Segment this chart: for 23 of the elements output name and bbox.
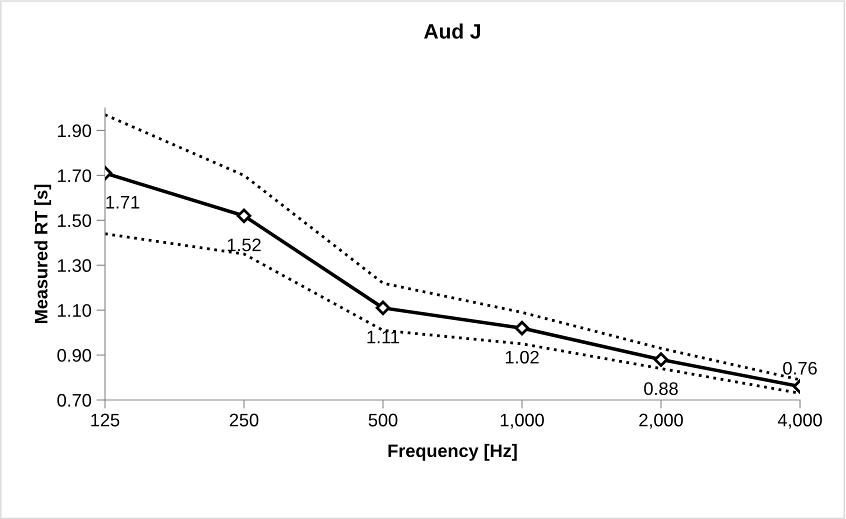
y-tick-label: 0.70 (57, 394, 92, 407)
x-axis-title: Frequency [Hz] (388, 444, 517, 461)
data-label: 1.52 (228, 238, 261, 252)
x-tick-label: 2,000 (639, 414, 683, 429)
data-label: 1.71 (106, 196, 140, 208)
data-label: 0.88 (644, 382, 678, 396)
y-tick-label: 1.30 (58, 259, 92, 272)
x-tick-label: 125 (91, 414, 120, 426)
point (514, 320, 530, 336)
y-tick-label: 1.90 (58, 124, 92, 138)
y-tick-label: 0.90 (57, 349, 92, 362)
data-label: 0.76 (783, 362, 817, 375)
x-tick-label: 4,000 (778, 414, 822, 429)
y-tick-label: 1.10 (58, 304, 92, 317)
point (376, 300, 390, 316)
chart-title: Aud J (424, 23, 480, 39)
y-tick-label: 1.70 (58, 169, 92, 182)
y-tick-label: 1.50 (58, 214, 92, 228)
x-tick-label: 250 (230, 414, 258, 426)
x-tick-label: 1,000 (500, 414, 544, 429)
y-axis-title: Measured RT [s] (34, 184, 52, 324)
x-tick-label: 500 (368, 414, 398, 426)
data-label: 1.02 (506, 350, 539, 364)
